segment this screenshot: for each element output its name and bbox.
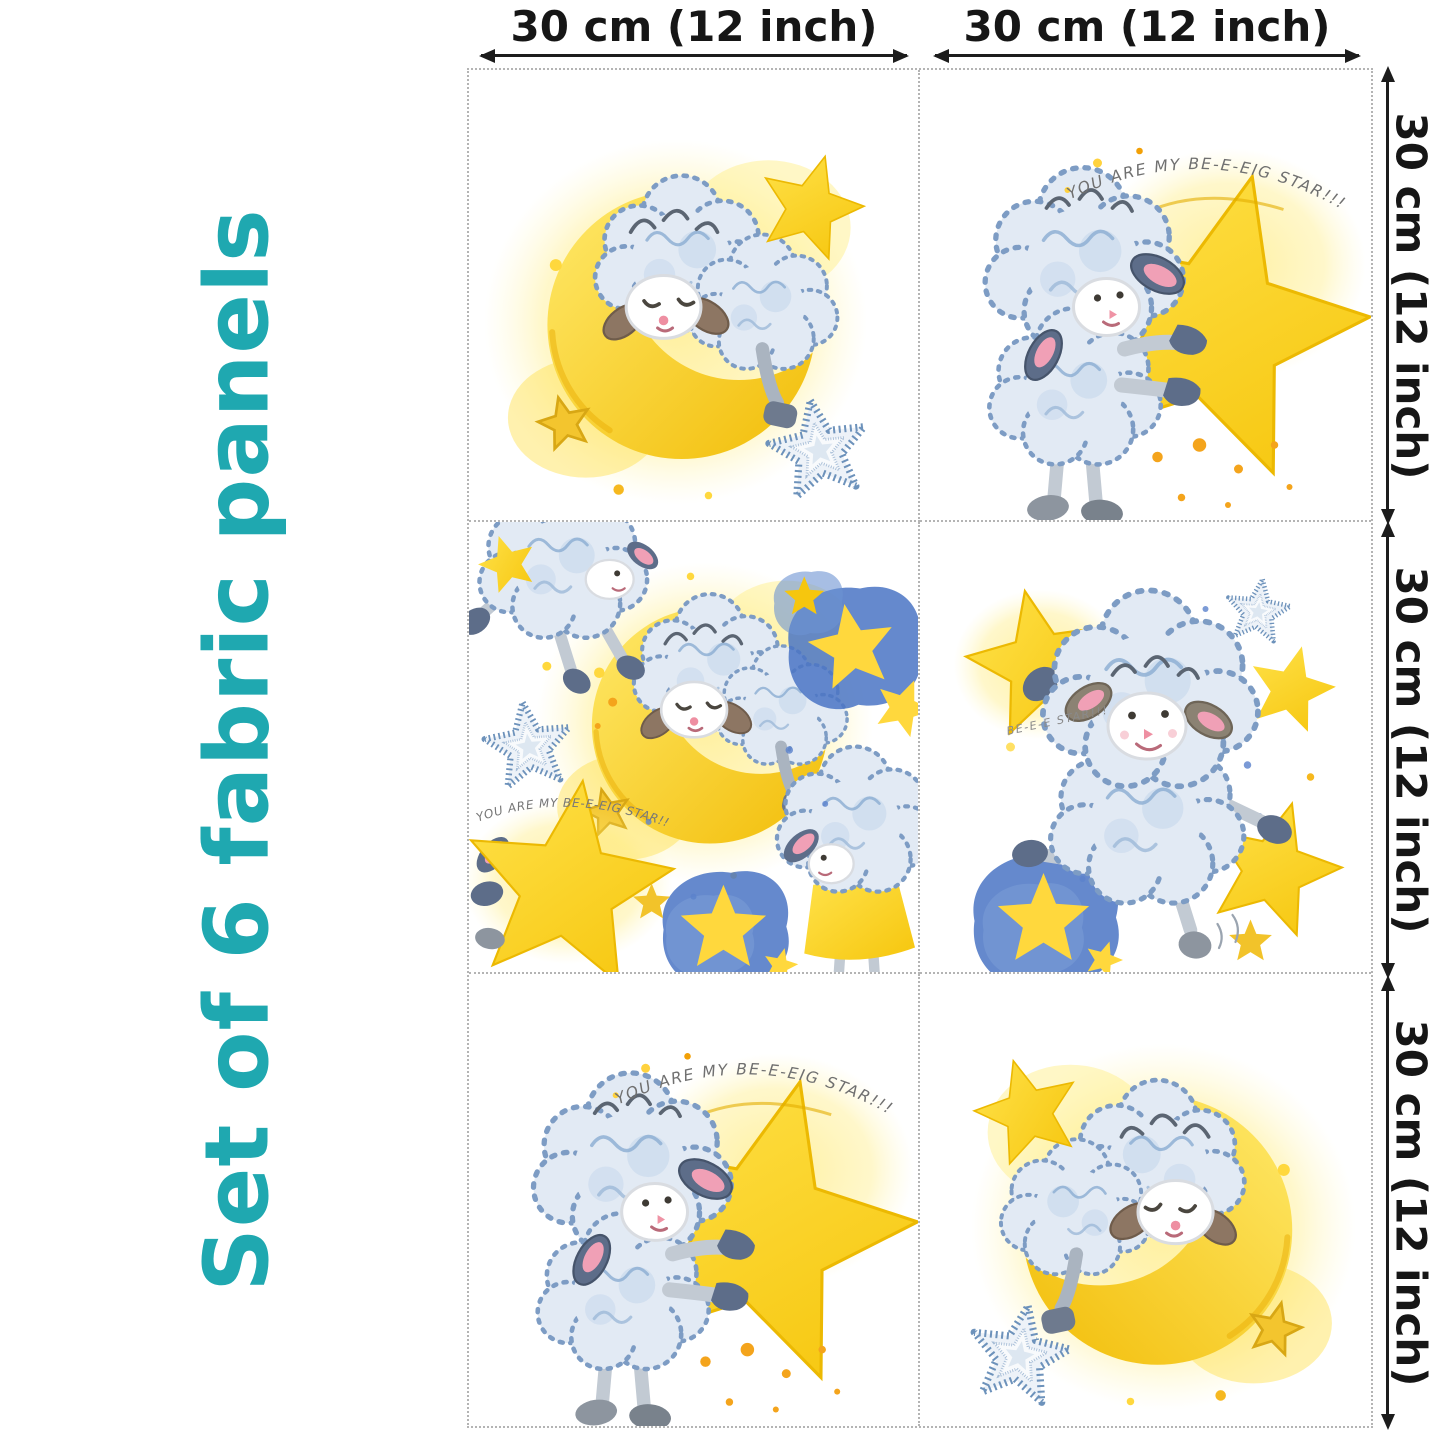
dimension-label-right-2: 30 cm (12 inch) — [1386, 566, 1436, 934]
width-arrow-1 — [479, 48, 909, 63]
page-title: Set of 6 fabric panels — [185, 208, 289, 1292]
fabric-panel-6 — [920, 974, 1371, 1426]
fabric-panel-4: BE-E-E STAR!!! — [920, 522, 1371, 974]
height-arrow-2 — [1380, 521, 1395, 979]
fabric-panel-2: YOU ARE MY BE-E-EIG STAR!!! — [920, 70, 1371, 522]
fabric-panel-5: YOU ARE MY BE-E-EIG STAR!!! — [469, 974, 920, 1426]
fabric-panel-1 — [469, 70, 920, 522]
panel-illustration-5: YOU ARE MY BE-E-EIG STAR!!! — [469, 974, 918, 1426]
dimension-label-top-2: 30 cm (12 inch) — [963, 2, 1331, 51]
dimension-right-2: 30 cm (12 inch) — [1378, 521, 1444, 979]
panel-illustration-3: YOU ARE MY BE-E-EIG STAR!!! — [469, 522, 918, 972]
dimension-top-2: 30 cm (12 inch) — [921, 0, 1373, 66]
panel-illustration-4: BE-E-E STAR!!! — [953, 522, 1357, 972]
height-arrow-3 — [1380, 975, 1395, 1430]
panel-illustration-2: YOU ARE MY BE-E-EIG STAR!!! — [920, 70, 1371, 520]
dimension-top-1: 30 cm (12 inch) — [467, 0, 921, 66]
dimension-right-1: 30 cm (12 inch) — [1378, 66, 1444, 525]
dimension-label-right-3: 30 cm (12 inch) — [1386, 1019, 1436, 1386]
dancing-sheep — [1012, 590, 1292, 959]
jumping-sheep — [469, 522, 659, 694]
width-arrow-2 — [933, 48, 1361, 63]
dimension-right-3: 30 cm (12 inch) — [1378, 975, 1444, 1430]
walking-sheep — [777, 747, 918, 972]
panel-grid: YOU ARE MY BE-E-EIG STAR!!! — [467, 68, 1373, 1428]
dimension-label-top-1: 30 cm (12 inch) — [510, 2, 878, 51]
panel-illustration-6 — [920, 974, 1371, 1426]
fabric-panel-3: YOU ARE MY BE-E-EIG STAR!!! — [469, 522, 920, 974]
dimension-label-right-1: 30 cm (12 inch) — [1386, 112, 1436, 479]
panel-illustration-1 — [469, 70, 918, 520]
fuzzy-blue-star-icon — [1223, 575, 1293, 643]
